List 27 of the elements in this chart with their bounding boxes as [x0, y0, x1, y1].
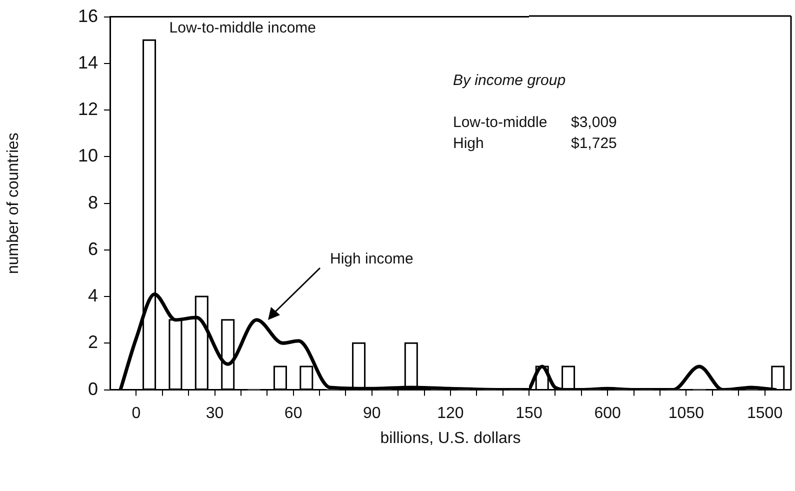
annotation: High — [453, 134, 485, 154]
y-tick-label: 12 — [78, 99, 98, 120]
x-tick-label: 0 — [132, 404, 141, 422]
series-label: Low-to-middle income — [169, 19, 316, 36]
y-tick-label: 10 — [78, 146, 98, 166]
annotation: $1,725 — [571, 134, 617, 154]
y-tick-label: 16 — [78, 6, 98, 26]
y-tick-label: 2 — [88, 332, 98, 352]
x-tick-label: 60 — [284, 404, 302, 422]
x-tick-label: 1500 — [747, 404, 783, 422]
x-tick-label: 1050 — [668, 404, 704, 422]
y-tick-label: 6 — [88, 238, 98, 259]
annotation: By income group — [453, 71, 567, 91]
annotation: $3,009 — [571, 113, 617, 133]
y-axis-title: number of countries — [5, 132, 22, 274]
x-axis-title: billions, U.S. dollars — [379, 430, 522, 448]
y-tick-label: 8 — [88, 192, 98, 212]
x-tick-label: 600 — [594, 404, 622, 422]
x-tick-label: 90 — [362, 404, 381, 422]
y-tick-label: 0 — [88, 378, 98, 399]
x-tick-label: 30 — [206, 404, 224, 422]
x-tick-label: 150 — [516, 404, 542, 422]
y-tick-label: 4 — [88, 286, 98, 306]
annotation: Low-to-middle — [453, 113, 548, 133]
y-tick-label: 14 — [78, 52, 98, 72]
text: High income — [330, 250, 414, 268]
x-tick-label: 120 — [437, 404, 464, 422]
